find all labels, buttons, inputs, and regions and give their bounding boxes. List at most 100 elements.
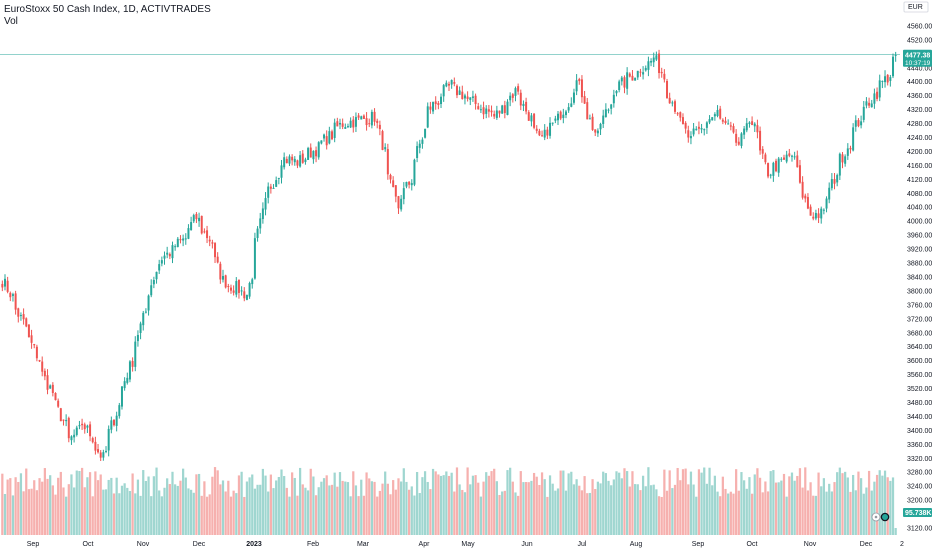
candle	[681, 113, 684, 125]
volume-bar	[540, 472, 544, 542]
volume-bar	[216, 470, 219, 542]
candle	[873, 88, 876, 109]
candle	[33, 343, 36, 349]
candle	[466, 91, 469, 102]
volume-bar	[179, 480, 182, 542]
volume-bar	[256, 484, 259, 542]
candle	[700, 123, 703, 134]
candle	[775, 158, 778, 173]
volume-bar	[602, 471, 605, 542]
candle	[67, 416, 70, 443]
candle	[174, 244, 177, 251]
volume-bar	[445, 471, 448, 542]
volume-bar	[498, 494, 501, 542]
candle-body	[86, 425, 89, 428]
currency-label[interactable]: EUR	[908, 4, 923, 11]
price-tick-label: 4120.00	[907, 177, 932, 184]
candle-body	[652, 57, 655, 63]
candle	[126, 372, 129, 385]
candle	[190, 216, 193, 231]
gear-icon[interactable]	[871, 512, 881, 522]
candle	[413, 158, 416, 187]
candle-body	[224, 275, 227, 288]
candle-body	[208, 239, 211, 242]
volume-bar	[439, 475, 443, 542]
candle-body	[107, 428, 110, 451]
price-axis[interactable]: EUR4560.004520.004480.004440.004400.0043…	[900, 0, 932, 550]
candle-body	[105, 450, 108, 452]
candle-body	[240, 290, 243, 292]
candle	[453, 77, 456, 87]
candle	[761, 146, 764, 159]
candle-body	[400, 198, 403, 210]
candle	[756, 119, 759, 139]
volume-bar	[548, 475, 552, 542]
candle-body	[11, 294, 14, 296]
volume-bar	[878, 470, 881, 542]
tradingview-logo-icon[interactable]	[880, 512, 890, 522]
candle-body	[341, 123, 344, 127]
volume-bar	[410, 486, 413, 542]
time-axis[interactable]: Sep Oct Nov Dec 2023 Feb Mar Apr May Jun Jul Aug Sep…	[0, 535, 932, 550]
volume-bar	[182, 468, 185, 542]
volume-bar	[333, 472, 336, 542]
candle	[705, 121, 708, 134]
candle-body	[237, 279, 240, 293]
candle-body	[655, 55, 658, 60]
candle-body	[22, 314, 25, 320]
candle	[237, 279, 240, 299]
volume-bar	[695, 496, 698, 542]
volume-bar	[692, 484, 695, 542]
volume-bar	[328, 485, 331, 542]
volume-label[interactable]: Vol	[4, 16, 18, 27]
volume-bar	[743, 480, 746, 542]
candle	[495, 105, 498, 120]
candle-body	[219, 263, 222, 280]
volume-bar	[123, 483, 126, 542]
candle	[43, 368, 46, 381]
volume-bar	[120, 485, 124, 542]
candle-body	[572, 92, 575, 103]
volume-bar	[455, 467, 459, 542]
candle	[642, 66, 645, 80]
candle	[533, 112, 536, 130]
candle-body	[333, 122, 336, 138]
candle	[158, 259, 161, 275]
volume-bar	[431, 468, 435, 542]
candle	[607, 108, 610, 114]
volume-bar	[86, 477, 89, 542]
candle-body	[285, 158, 288, 164]
volume-bar	[647, 467, 650, 542]
candle-body	[660, 71, 663, 74]
volume-bar	[338, 472, 342, 542]
candle-body	[253, 238, 256, 279]
candle-body	[155, 271, 158, 280]
price-tick-label: 3920.00	[907, 247, 932, 254]
volume-bar	[469, 484, 472, 542]
candle	[222, 269, 225, 283]
candle-body	[408, 181, 411, 185]
volume-bar	[285, 487, 288, 542]
price-tick-label: 3960.00	[907, 233, 932, 240]
volume-bar	[330, 484, 334, 542]
candle-body	[83, 424, 86, 430]
volume-bar	[801, 487, 804, 542]
volume-bar	[243, 496, 246, 542]
volume-bar	[354, 485, 358, 542]
time-tick-label: Oct	[83, 541, 94, 548]
candle-body	[365, 118, 368, 126]
volume-bar	[862, 493, 865, 542]
candle-body	[666, 80, 669, 99]
candle-body	[623, 77, 626, 88]
candle-body	[681, 117, 684, 125]
volume-bar	[559, 470, 562, 542]
candle	[892, 53, 895, 79]
candle	[594, 129, 597, 137]
volume-bar	[556, 488, 560, 542]
volume-bar	[721, 476, 724, 542]
symbol-title[interactable]: EuroStoxx 50 Cash Index, 1D, ACTIVTRADES	[4, 4, 211, 15]
candle-body	[349, 120, 352, 128]
volume-bar	[426, 481, 429, 542]
candle-body	[846, 148, 849, 156]
